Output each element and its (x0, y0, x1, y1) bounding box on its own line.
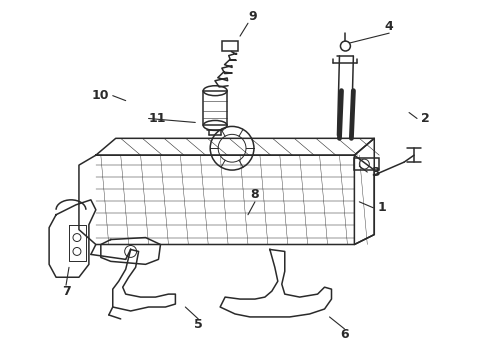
Text: 7: 7 (62, 285, 71, 298)
Text: 1: 1 (377, 201, 386, 214)
Text: 10: 10 (91, 89, 109, 102)
Text: 5: 5 (194, 318, 203, 331)
Text: 9: 9 (248, 10, 257, 23)
Text: 2: 2 (421, 112, 430, 125)
Text: 6: 6 (340, 328, 349, 341)
Bar (354, 158, 379, 170)
Text: 4: 4 (385, 20, 393, 33)
Text: 11: 11 (148, 112, 166, 125)
Bar (222, 41, 238, 51)
Text: 3: 3 (371, 166, 380, 179)
Text: 8: 8 (250, 188, 259, 201)
Bar (203, 91, 227, 125)
